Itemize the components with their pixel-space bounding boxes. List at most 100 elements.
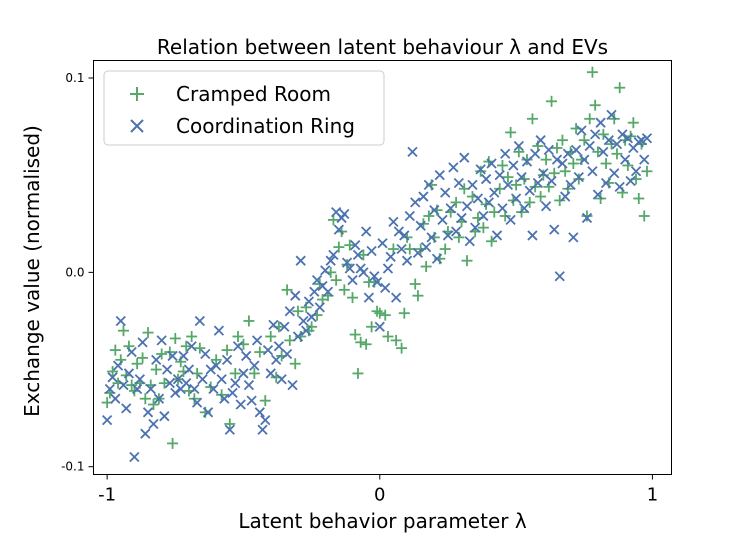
cramped-room-point	[379, 309, 391, 321]
coordination-ring-point	[500, 148, 511, 159]
coordination-ring-point	[322, 286, 334, 297]
cramped-room-point	[486, 235, 498, 247]
coordination-ring-point	[178, 350, 189, 362]
cramped-room-point	[641, 165, 653, 177]
legend-box	[103, 70, 385, 146]
coordination-ring-point	[385, 251, 396, 262]
coordination-ring-point	[483, 197, 494, 208]
cramped-room-point	[586, 66, 598, 78]
coordination-ring-point	[164, 378, 175, 389]
coordination-ring-point	[271, 354, 282, 365]
cramped-room-point	[502, 171, 514, 183]
coordination-ring-point	[189, 383, 200, 395]
coordination-ring-point	[352, 249, 364, 261]
coordination-ring-point	[527, 230, 538, 241]
cramped-room-point	[513, 146, 525, 158]
coordination-ring-point	[420, 241, 432, 253]
coordination-ring-point	[598, 146, 609, 157]
coordination-ring-point	[470, 222, 481, 233]
coordination-ring-point	[472, 193, 484, 204]
legend-label-cramped-room: Cramped Room	[176, 82, 331, 106]
coordination-ring-point	[371, 276, 383, 288]
cramped-room-point	[439, 243, 451, 255]
coordination-ring-point	[516, 171, 527, 183]
coordination-ring-point	[328, 249, 339, 261]
coordination-ring-point	[333, 224, 345, 235]
coordination-ring-point	[224, 424, 235, 435]
coordination-ring-point	[197, 374, 208, 385]
coordination-ring-point	[287, 379, 298, 391]
coordination-ring-point	[205, 364, 216, 375]
coordination-ring-point	[191, 397, 203, 408]
cramped-room-point	[559, 165, 571, 177]
coordination-ring-point	[292, 331, 304, 342]
coordination-ring-point	[246, 395, 257, 406]
series-cramped-room-points	[101, 66, 653, 449]
cramped-room-point	[611, 148, 623, 160]
coordination-ring-point	[249, 360, 260, 371]
coordination-ring-point	[497, 203, 508, 214]
coordination-ring-point	[118, 379, 129, 391]
coordination-ring-point	[350, 240, 361, 251]
cramped-room-point	[107, 365, 119, 377]
coordination-ring-point	[382, 263, 394, 274]
cramped-room-point	[131, 358, 143, 370]
coordination-ring-point	[194, 315, 205, 327]
cramped-room-point	[344, 239, 356, 251]
coordination-ring-point	[595, 117, 606, 128]
cramped-room-point	[147, 399, 159, 411]
coordination-ring-point	[339, 208, 350, 220]
coordination-ring-point	[407, 146, 418, 157]
coordination-ring-point	[347, 274, 358, 286]
coordination-ring-point	[221, 354, 233, 365]
coordination-ring-point	[502, 179, 514, 191]
coordination-ring-point	[434, 170, 445, 181]
cramped-room-point	[229, 367, 241, 379]
cramped-room-point	[589, 99, 601, 111]
coordination-ring-point	[543, 144, 554, 156]
coordination-ring-point	[562, 148, 574, 159]
cramped-room-point	[142, 327, 154, 339]
x-tick-label: -1	[98, 485, 116, 506]
x-axis: -1 0 1	[98, 474, 658, 506]
cramped-room-point	[224, 418, 236, 430]
coordination-ring-point	[513, 140, 524, 152]
coordination-ring-point	[399, 230, 410, 241]
coordination-ring-point	[126, 346, 137, 358]
coordination-ring-point	[396, 243, 407, 255]
coordination-ring-point	[301, 325, 312, 336]
cramped-room-point	[265, 331, 277, 342]
coordination-ring-point	[431, 253, 443, 264]
cramped-room-point	[232, 331, 244, 342]
cramped-room-point	[338, 284, 350, 296]
coordination-ring-point	[281, 348, 293, 360]
coordination-ring-point	[262, 344, 274, 356]
cramped-room-point	[360, 338, 372, 350]
coordination-ring-point	[290, 290, 301, 301]
coordination-ring-point	[560, 191, 571, 202]
coordination-ring-point	[614, 181, 625, 192]
cramped-room-point	[600, 158, 612, 170]
coordination-ring-point	[429, 205, 440, 216]
coordination-ring-point	[630, 166, 642, 177]
coordination-ring-point	[265, 368, 276, 379]
cramped-room-point	[420, 261, 432, 273]
coordination-ring-point	[140, 428, 151, 439]
coordination-ring-point	[115, 315, 126, 327]
coordination-ring-point	[129, 451, 140, 463]
coordination-ring-point	[123, 368, 135, 379]
coordination-ring-point	[639, 154, 650, 165]
coordination-ring-point	[186, 341, 197, 352]
coordination-ring-point	[600, 177, 612, 189]
cramped-room-point	[475, 165, 487, 177]
cramped-room-point	[548, 167, 560, 179]
coordination-ring-point	[606, 109, 617, 121]
coordination-ring-point	[377, 238, 388, 249]
coordination-ring-point	[202, 407, 214, 418]
coordination-ring-point	[410, 197, 421, 208]
coordination-ring-point	[450, 226, 462, 237]
cramped-room-point	[374, 307, 386, 319]
legend-marker-plus	[130, 87, 144, 101]
coordination-ring-point	[494, 170, 505, 181]
